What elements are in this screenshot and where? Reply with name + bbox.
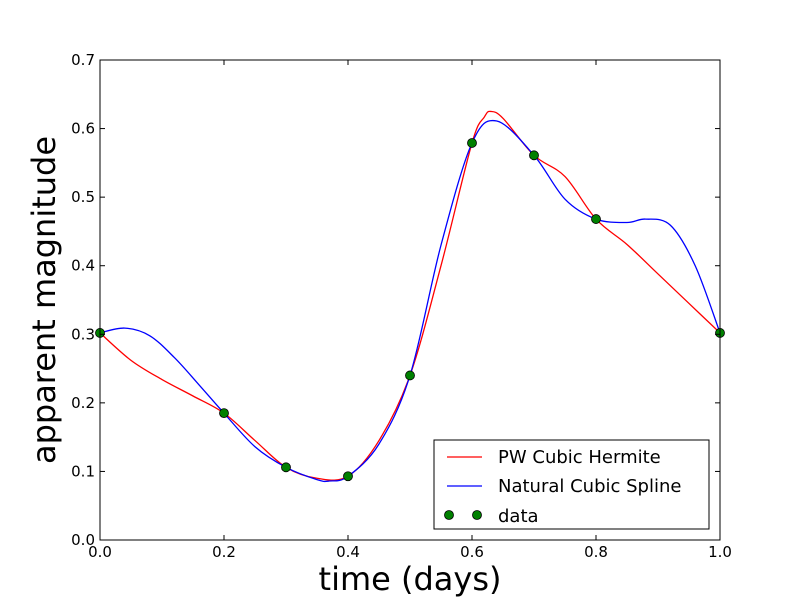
legend: PW Cubic Hermite Natural Cubic Spline da…: [433, 439, 710, 530]
y-tick-label: 0.5: [71, 188, 95, 206]
data-point: [219, 408, 229, 419]
x-tick-label: 0.8: [584, 543, 608, 561]
legend-marker-data-2: [472, 510, 482, 520]
x-tick-label: 0.0: [88, 543, 112, 561]
y-tick-label: 0.1: [71, 462, 95, 480]
data-point: [281, 462, 291, 473]
y-tick-label: 0.6: [71, 120, 95, 138]
legend-label-data: data: [498, 506, 539, 527]
data-point: [467, 138, 477, 148]
x-tick-label: 0.6: [460, 543, 484, 561]
x-tick-label: 0.2: [212, 543, 236, 561]
legend-label-spline: Natural Cubic Spline: [498, 476, 681, 497]
plot-frame: [99, 59, 721, 541]
y-tick-label: 0.2: [71, 394, 95, 412]
legend-marker-data-1: [444, 510, 454, 520]
y-axis-label: apparent magnitude: [25, 136, 63, 464]
y-tick-label: 0.4: [71, 257, 95, 275]
x-tick-label: 1.0: [708, 543, 732, 561]
x-tick-label: 0.4: [336, 543, 360, 561]
data-point: [591, 214, 601, 224]
legend-label-hermite: PW Cubic Hermite: [498, 447, 661, 468]
data-point: [529, 150, 539, 161]
data-point: [343, 471, 353, 482]
data-point: [405, 370, 415, 381]
ticks-layer: 0.0 0.2 0.4 0.6 0.8 1.0 0.0 0.1 0.2 0.3 0.4 0.5 0.6 0…: [71, 51, 732, 561]
y-tick-label: 0.0: [71, 531, 95, 549]
y-tick-label: 0.7: [71, 51, 95, 69]
series-line-natural-cubic-spline: [100, 119, 720, 483]
x-axis-label: time (days): [319, 560, 502, 598]
y-tick-label: 0.3: [71, 325, 95, 343]
